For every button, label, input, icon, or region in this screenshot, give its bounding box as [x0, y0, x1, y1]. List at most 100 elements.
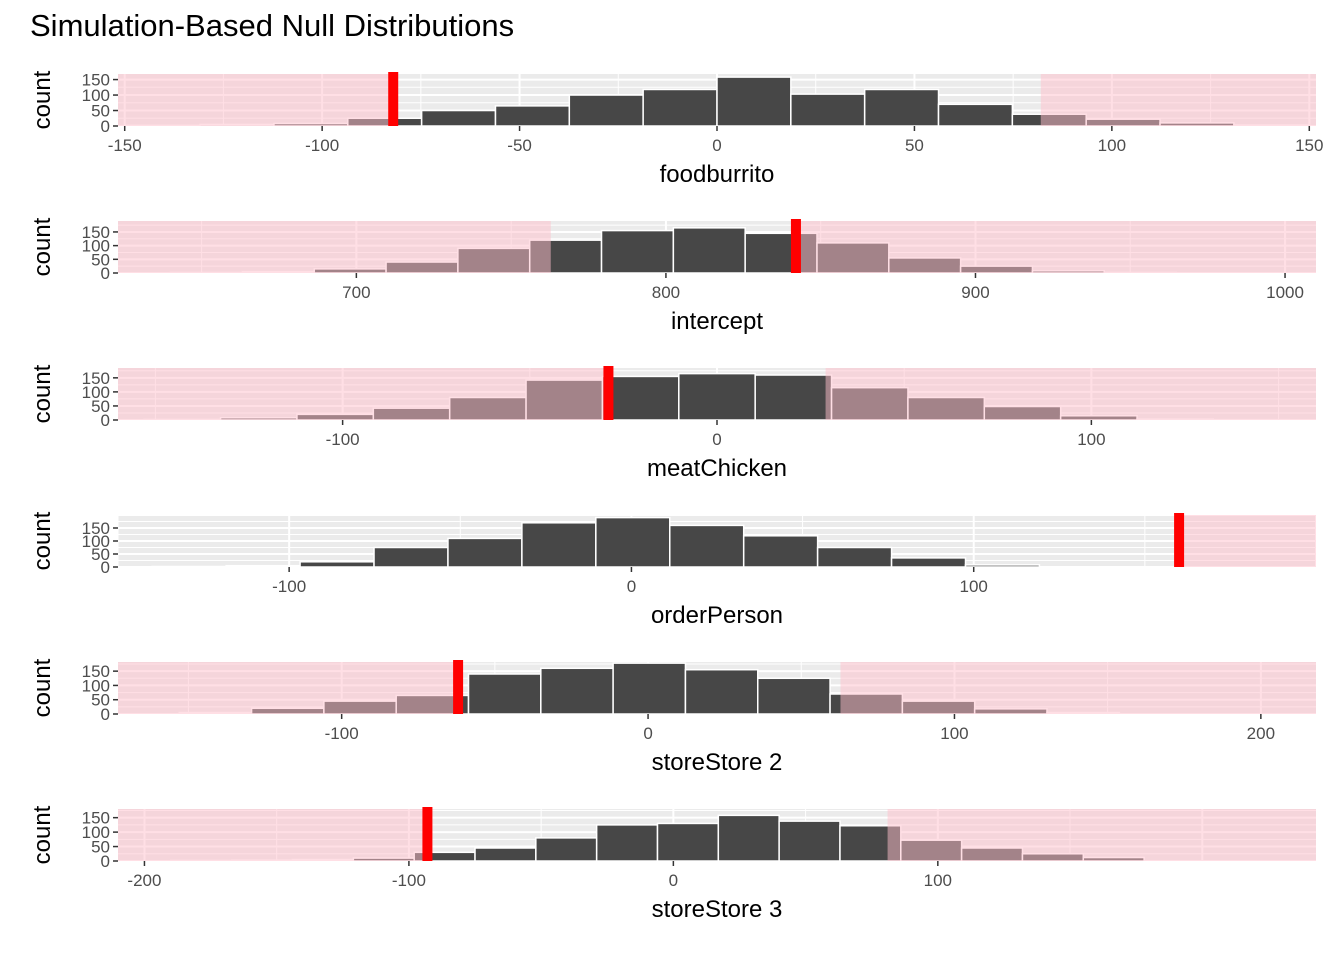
histogram-bar	[595, 516, 671, 568]
p-value-shade	[118, 809, 428, 861]
histogram-bar	[742, 535, 819, 568]
p-value-shade	[118, 662, 459, 714]
p-value-shade	[887, 809, 1316, 861]
p-value-shade	[118, 74, 394, 126]
y-tick-label: 0	[101, 411, 110, 430]
histogram-bar	[612, 662, 687, 715]
x-tick-label: -100	[325, 724, 359, 743]
histogram-bar	[540, 667, 614, 715]
x-tick-label: -100	[272, 577, 306, 596]
x-axis-title: storeStore 2	[652, 749, 783, 776]
x-tick-label: 700	[342, 283, 370, 302]
histogram-bar	[225, 564, 301, 568]
y-axis-title: count	[29, 805, 56, 864]
y-tick-label: 100	[82, 383, 110, 402]
histogram-bar	[863, 88, 940, 127]
histogram-bar	[494, 105, 571, 127]
histogram-bar	[642, 88, 718, 127]
histogram-bar	[595, 824, 659, 862]
histogram-bar	[373, 546, 449, 568]
p-value-shade	[118, 368, 609, 420]
x-tick-label: 0	[712, 136, 721, 155]
y-tick-label: 0	[101, 264, 110, 283]
y-axis-title: count	[29, 364, 56, 423]
y-tick-label: 50	[91, 545, 110, 564]
y-tick-label: 150	[82, 519, 110, 538]
y-tick-label: 50	[91, 397, 110, 416]
y-tick-label: 50	[91, 838, 110, 857]
x-tick-label: 100	[940, 724, 968, 743]
y-tick-label: 50	[91, 102, 110, 121]
x-tick-label: -100	[326, 430, 360, 449]
histogram-bar	[601, 375, 680, 421]
histogram-bar	[299, 561, 375, 568]
histogram-bar	[937, 103, 1014, 127]
x-tick-label: -150	[108, 136, 142, 155]
x-tick-label: 50	[905, 136, 924, 155]
x-tick-label: -100	[392, 871, 426, 890]
x-axis-title: orderPerson	[651, 602, 783, 629]
histogram-bar	[151, 565, 227, 568]
x-tick-label: -50	[507, 136, 532, 155]
histogram-bar	[535, 837, 598, 862]
histogram-bar	[790, 93, 866, 127]
y-axis-title: count	[29, 70, 56, 129]
p-value-shade	[1179, 515, 1316, 567]
y-tick-label: 50	[91, 691, 110, 710]
p-value-shade	[118, 221, 551, 273]
histogram-bar	[600, 229, 675, 274]
y-tick-label: 150	[82, 809, 110, 828]
x-tick-label: 1000	[1266, 283, 1304, 302]
y-axis-title: count	[29, 217, 56, 276]
y-tick-label: 0	[101, 705, 110, 724]
y-tick-label: 100	[82, 237, 110, 256]
chart-title: Simulation-Based Null Distributions	[30, 8, 515, 43]
histogram-bar	[656, 822, 720, 862]
y-tick-label: 100	[82, 532, 110, 551]
x-tick-label: 100	[924, 871, 952, 890]
histogram-bar	[757, 677, 831, 715]
y-tick-label: 0	[101, 558, 110, 577]
histogram-bar	[964, 564, 1041, 568]
x-axis-title: intercept	[671, 308, 763, 335]
histogram-bar	[447, 537, 523, 568]
y-tick-label: 150	[82, 662, 110, 681]
histogram-bar	[474, 847, 537, 862]
x-tick-label: 800	[652, 283, 680, 302]
histogram-bar	[420, 109, 497, 127]
histogram-bar	[669, 524, 745, 568]
y-tick-label: 150	[82, 71, 110, 90]
p-value-shade	[795, 221, 1316, 273]
p-value-shade	[825, 368, 1316, 420]
histogram-bar	[816, 546, 893, 568]
y-tick-label: 150	[82, 369, 110, 388]
histogram-bar	[678, 372, 756, 421]
x-tick-label: 100	[1098, 136, 1126, 155]
y-tick-label: 0	[101, 117, 110, 136]
x-tick-label: -100	[305, 136, 339, 155]
x-tick-label: 0	[627, 577, 636, 596]
x-tick-label: 900	[961, 283, 989, 302]
y-axis-title: count	[29, 511, 56, 570]
histogram-bar	[568, 94, 644, 127]
histogram-bar	[672, 227, 746, 274]
x-tick-label: 0	[643, 724, 652, 743]
p-value-shade	[1040, 74, 1316, 126]
histogram-bar	[717, 814, 780, 862]
x-tick-label: 200	[1247, 724, 1275, 743]
histogram-bar	[716, 76, 792, 127]
histogram-bar	[467, 673, 542, 715]
x-axis-title: meatChicken	[647, 455, 787, 482]
x-tick-label: 0	[712, 430, 721, 449]
y-tick-label: 0	[101, 852, 110, 871]
y-tick-label: 50	[91, 250, 110, 269]
x-tick-label: 150	[1295, 136, 1323, 155]
histogram-bar	[890, 557, 967, 568]
y-tick-label: 100	[82, 86, 110, 105]
